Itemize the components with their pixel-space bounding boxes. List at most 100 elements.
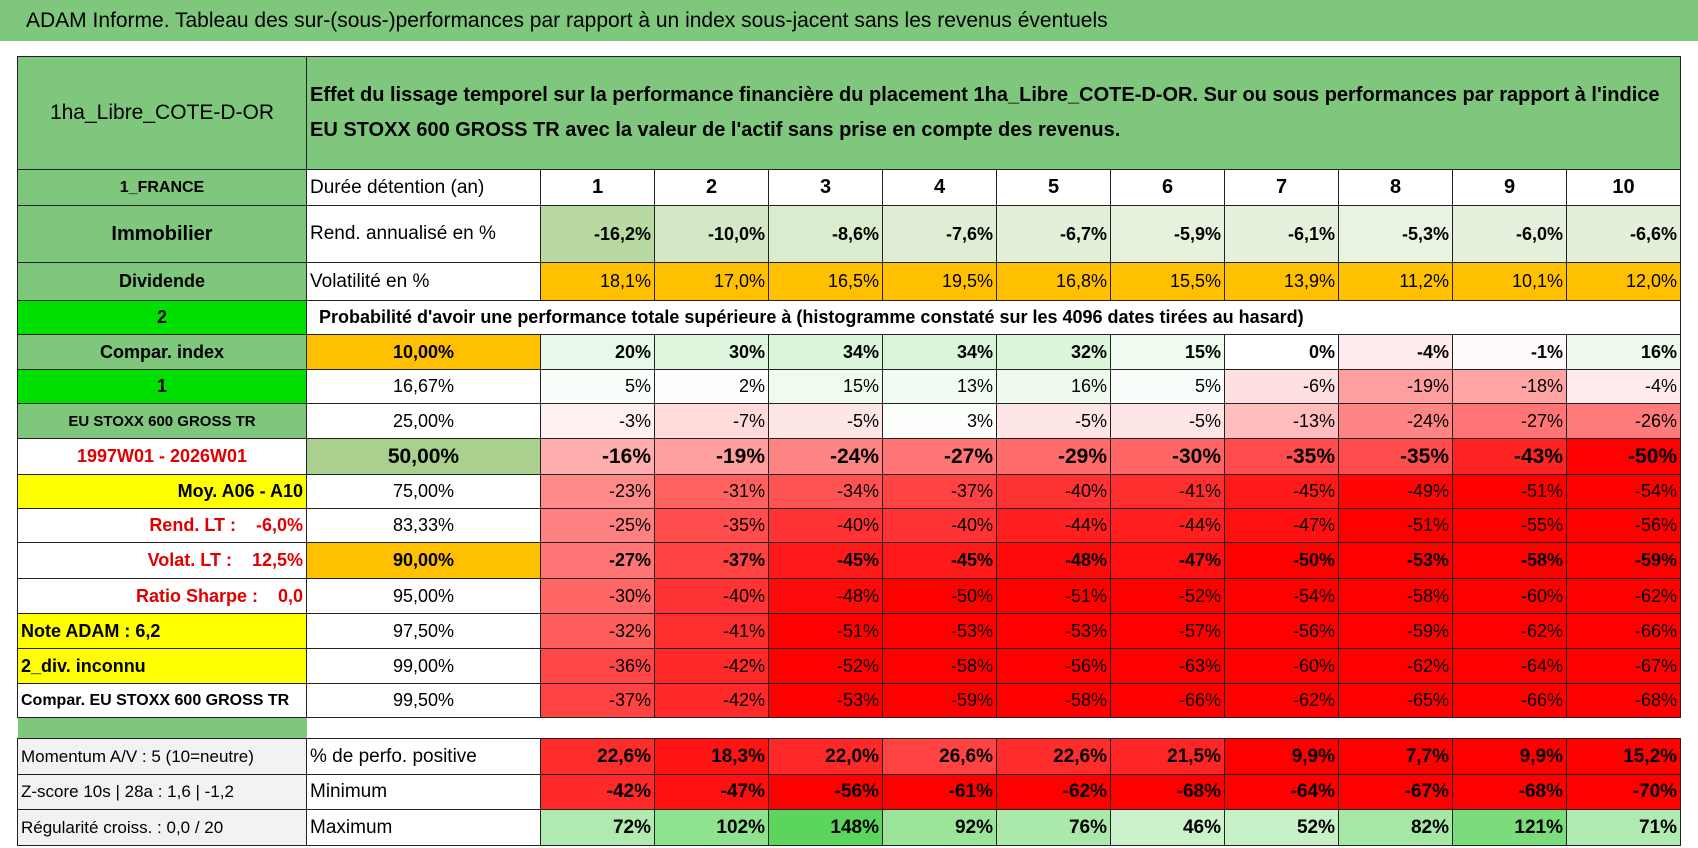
value-cell: -7% — [654, 403, 769, 439]
value-cell: -44% — [1110, 508, 1225, 543]
value-cell: -51% — [768, 613, 883, 649]
value-cell: 34% — [768, 334, 883, 370]
row-header: 75,00% — [306, 474, 541, 509]
value-cell: 5% — [1110, 369, 1225, 404]
table-row: Volat. LT : 12,5% 90,00% -27% -37% -45% -45% -… — [17, 542, 1682, 579]
row-label: 1 — [17, 369, 307, 404]
value-cell: -64% — [1224, 774, 1339, 810]
value-cell: 52% — [1224, 809, 1339, 846]
value-cell: 4 — [882, 169, 997, 206]
value-cell: -68% — [1452, 774, 1567, 810]
value-cell: -56% — [1565, 508, 1682, 543]
value-cell: -70% — [1565, 774, 1682, 810]
section-label: Probabilité d'avoir une performance tota… — [305, 300, 1682, 335]
value-cell: -23% — [540, 474, 655, 509]
value-cell: -66% — [1110, 683, 1225, 718]
value-cell: 15,5% — [1110, 262, 1225, 301]
value-cell: 9,9% — [1224, 738, 1339, 775]
value-cell: -52% — [1110, 578, 1225, 614]
value-cell: 21,5% — [1110, 738, 1225, 775]
value-cell: -59% — [1565, 542, 1682, 579]
row-label: 2_div. inconnu — [17, 648, 307, 684]
value-cell: 22,0% — [768, 738, 883, 775]
value-cell: -51% — [1338, 508, 1453, 543]
table-row: Compar. EU STOXX 600 GROSS TR 99,50% -37% -… — [17, 683, 1682, 718]
performance-table: 1ha_Libre_COTE-D-OR Effet du lissage temp… — [17, 56, 1682, 846]
row-label: Compar. index — [17, 334, 307, 370]
row-label: Immobilier — [17, 205, 307, 263]
value-cell: -58% — [1338, 578, 1453, 614]
row-header: % de perfo. positive — [306, 738, 541, 775]
value-cell: 7,7% — [1338, 738, 1453, 775]
row-header: 16,67% — [306, 369, 541, 404]
value-cell: 121% — [1452, 809, 1567, 846]
value-cell: -56% — [996, 648, 1111, 684]
value-cell: -37% — [540, 683, 655, 718]
row-header: Minimum — [306, 774, 541, 810]
spacer — [17, 717, 307, 739]
value-cell: 16% — [996, 369, 1111, 404]
value-cell: -37% — [882, 474, 997, 509]
table-row: 2_div. inconnu 99,00% -36% -42% -52% -58% -56%… — [17, 648, 1682, 684]
value-cell: -60% — [1224, 648, 1339, 684]
value-cell: -53% — [996, 613, 1111, 649]
value-cell: 72% — [540, 809, 655, 846]
value-cell: -5% — [768, 403, 883, 439]
row-header: 95,00% — [306, 578, 541, 614]
row-header: 97,50% — [306, 613, 541, 649]
table-row: 1 16,67% 5% 2% 15% 13% 16% 5% -6% -19% -18% -4% — [17, 369, 1682, 404]
value-cell: 46% — [1110, 809, 1225, 846]
table-row: Note ADAM : 6,2 97,50% -32% -41% -51% -53% -53… — [17, 613, 1682, 649]
value-cell: 9 — [1452, 169, 1567, 206]
value-cell: -40% — [654, 578, 769, 614]
value-cell: -32% — [540, 613, 655, 649]
value-cell: -45% — [882, 542, 997, 579]
value-cell: -42% — [654, 683, 769, 718]
value-cell: 3% — [882, 403, 997, 439]
value-cell: -36% — [540, 648, 655, 684]
value-cell: -49% — [1338, 474, 1453, 509]
row-label: Z-score 10s | 28a : 1,6 | -1,2 — [17, 774, 307, 810]
value-cell: -45% — [1224, 474, 1339, 509]
value-cell: -25% — [540, 508, 655, 543]
value-cell: -30% — [1110, 438, 1225, 475]
value-cell: -40% — [768, 508, 883, 543]
value-cell: 12,0% — [1565, 262, 1682, 301]
value-cell: -59% — [882, 683, 997, 718]
value-cell: -66% — [1565, 613, 1682, 649]
value-cell: 15% — [1110, 334, 1225, 370]
value-cell: -66% — [1452, 683, 1567, 718]
value-cell: -53% — [1338, 542, 1453, 579]
row-label: Momentum A/V : 5 (10=neutre) — [17, 738, 307, 775]
value-cell: -58% — [1452, 542, 1567, 579]
value-cell: -8,6% — [768, 205, 883, 263]
table-row: Régularité croiss. : 0,0 / 20 Maximum 72% 1… — [17, 809, 1682, 846]
value-cell: -10,0% — [654, 205, 769, 263]
row-label: Compar. EU STOXX 600 GROSS TR — [17, 683, 307, 718]
value-cell: -6,0% — [1452, 205, 1567, 263]
value-cell: 7 — [1224, 169, 1339, 206]
row-header: Volatilité en % — [306, 262, 541, 301]
value-cell: 13% — [882, 369, 997, 404]
row-header: 83,33% — [306, 508, 541, 543]
value-cell: 8 — [1338, 169, 1453, 206]
row-label: Régularité croiss. : 0,0 / 20 — [17, 809, 307, 846]
value-cell: -64% — [1452, 648, 1567, 684]
table-row: Moy. A06 - A10 75,00% -23% -31% -34% -37% -40%… — [17, 474, 1682, 509]
value-cell: -67% — [1565, 648, 1682, 684]
value-cell: -52% — [768, 648, 883, 684]
value-cell: -35% — [654, 508, 769, 543]
value-cell: -5% — [996, 403, 1111, 439]
value-cell: -1% — [1452, 334, 1567, 370]
table-row: 1997W01 - 2026W01 50,00% -16% -19% -24% -27% -… — [17, 438, 1682, 475]
value-cell: -62% — [1452, 613, 1567, 649]
fund-name: 1ha_Libre_COTE-D-OR — [17, 56, 307, 170]
row-label: EU STOXX 600 GROSS TR — [17, 403, 307, 439]
row-label: 1997W01 - 2026W01 — [17, 438, 307, 475]
value-cell: 22,6% — [540, 738, 655, 775]
value-cell: 148% — [768, 809, 883, 846]
value-cell: 5% — [540, 369, 655, 404]
value-cell: -35% — [1338, 438, 1453, 475]
value-cell: -5,3% — [1338, 205, 1453, 263]
